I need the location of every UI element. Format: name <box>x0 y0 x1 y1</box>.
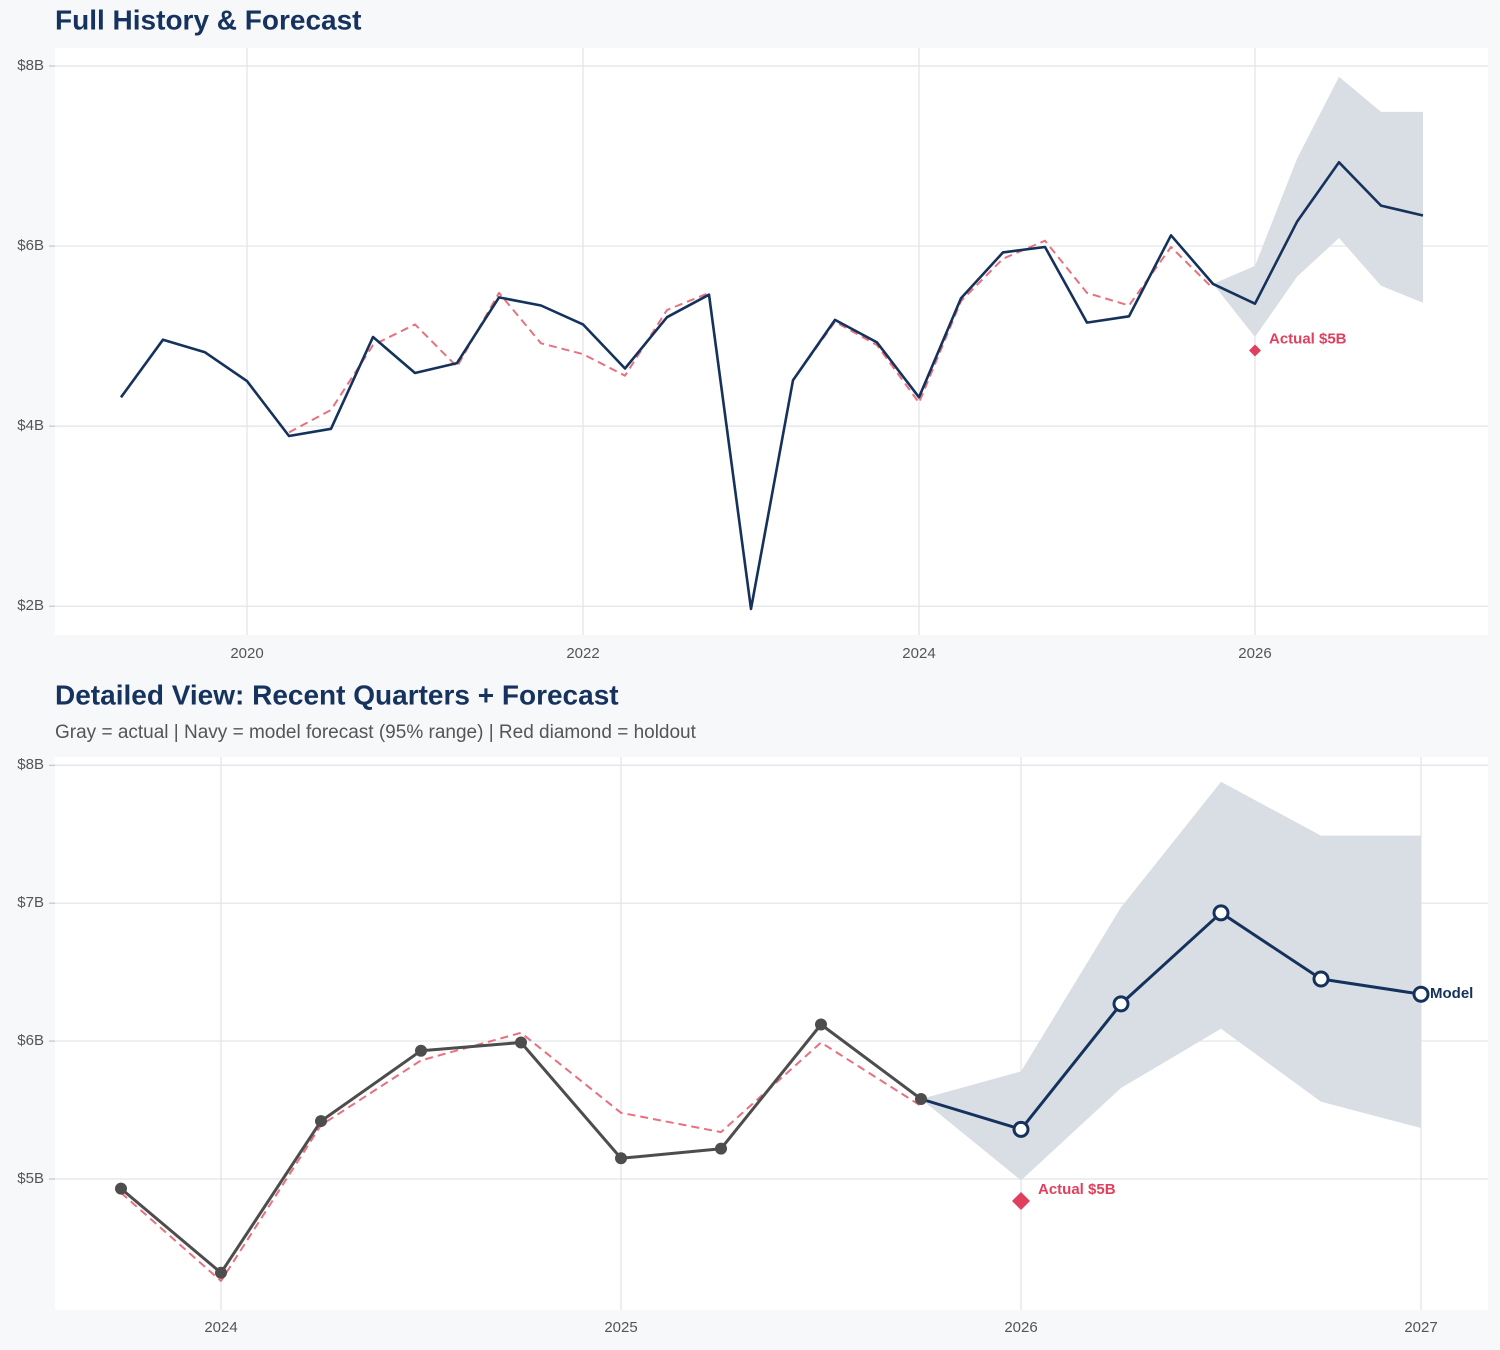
x-tick-label: 2026 <box>1238 645 1271 662</box>
forecast-point <box>1412 985 1430 1003</box>
holdout-marker <box>1012 1192 1030 1211</box>
y-tick-label: $8B <box>17 756 44 773</box>
data-label: Actual $5B <box>1269 330 1347 347</box>
x-tick-label: 2026 <box>1004 1319 1037 1336</box>
y-tick-label: $6B <box>17 237 44 254</box>
y-tick-label: $7B <box>17 894 44 911</box>
data-point <box>615 1152 627 1165</box>
data-point <box>315 1115 327 1128</box>
data-point <box>715 1142 727 1155</box>
forecast-point <box>1112 995 1130 1013</box>
data-point <box>815 1018 827 1031</box>
data-point <box>915 1093 927 1106</box>
x-tick-label: 2027 <box>1404 1319 1437 1336</box>
chart-title: Full History & Forecast <box>55 4 362 35</box>
forecast-point <box>1312 970 1330 988</box>
data-point <box>515 1036 527 1049</box>
y-tick-label: $2B <box>17 597 44 614</box>
plot-area <box>55 48 1488 635</box>
series-line <box>920 911 1422 1131</box>
forecast-point <box>1212 904 1230 922</box>
data-point <box>215 1266 227 1279</box>
data-point <box>115 1182 127 1195</box>
y-tick-label: $4B <box>17 417 44 434</box>
x-tick-label: 2024 <box>902 645 935 662</box>
y-tick-label: $5B <box>17 1170 44 1187</box>
forecast-point <box>1012 1120 1030 1138</box>
x-tick-label: 2020 <box>230 645 263 662</box>
y-tick-label: $8B <box>17 57 44 74</box>
y-tick-label: $6B <box>17 1032 44 1049</box>
data-label: Actual $5B <box>1038 1181 1116 1198</box>
confidence-band <box>921 781 1421 1181</box>
x-tick-label: 2025 <box>604 1319 637 1336</box>
holdout-marker <box>1248 344 1261 357</box>
series-line <box>119 161 1424 611</box>
x-tick-label: 2022 <box>566 645 599 662</box>
series-label: Model <box>1430 985 1473 1002</box>
fitted-line <box>120 1031 922 1282</box>
x-tick-label: 2024 <box>204 1319 237 1336</box>
data-point <box>415 1044 427 1057</box>
chart-subtitle: Gray = actual | Navy = model forecast (9… <box>55 722 697 743</box>
confidence-band <box>1213 76 1423 338</box>
chart-title: Detailed View: Recent Quarters + Forecas… <box>55 679 619 710</box>
